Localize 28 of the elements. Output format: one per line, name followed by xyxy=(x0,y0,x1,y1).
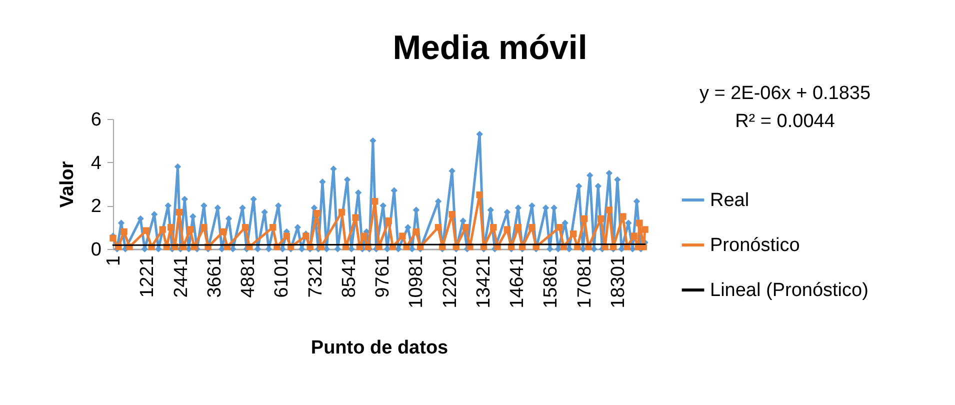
y-tick-label: 2 xyxy=(90,196,102,218)
x-tick-label: 1221 xyxy=(137,256,158,298)
legend-label: Lineal (Pronóstico) xyxy=(710,280,868,301)
x-tick-label: 6101 xyxy=(272,256,293,298)
legend-label: Pronóstico xyxy=(710,235,800,256)
text: R² = 0.0044 xyxy=(734,110,836,134)
x-tick-label: 15861 xyxy=(540,256,562,308)
x-tick-label: 18301 xyxy=(608,256,629,308)
x-tick-label: 1 xyxy=(104,256,124,266)
x-tick-label: 4881 xyxy=(238,256,260,298)
x-tick-label: 2441 xyxy=(170,256,192,298)
x-axis-title: Punto de datos xyxy=(310,337,448,358)
x-tick-label: 17081 xyxy=(574,256,596,308)
x-tick-label: 12201 xyxy=(440,256,461,308)
x-tick-label: 14641 xyxy=(507,256,528,308)
x-tick-label: 9761 xyxy=(372,256,394,298)
x-tick-label: 10981 xyxy=(406,256,428,308)
y-tick-label: 0 xyxy=(90,240,102,260)
legend-label: Real xyxy=(710,190,750,211)
x-tick-label: 8541 xyxy=(338,256,360,298)
x-tick-label: 3661 xyxy=(204,256,226,298)
x-tick-label: 13421 xyxy=(473,256,494,308)
y-tick-label: 6 xyxy=(90,110,102,130)
y-tick-label: 4 xyxy=(90,152,102,174)
x-tick-label: 7321 xyxy=(305,256,326,298)
text: y = 2E-06x + 0.1835 xyxy=(698,82,872,106)
y-axis-title: Valor xyxy=(56,160,78,208)
chart-title: Media móvil xyxy=(392,29,588,67)
